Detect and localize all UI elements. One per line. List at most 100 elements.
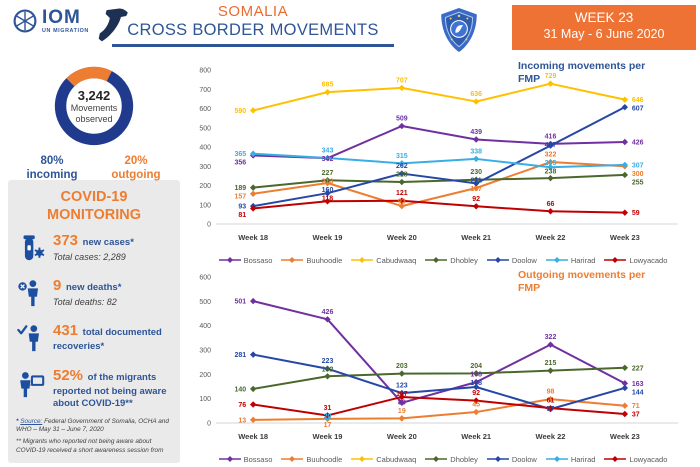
covid-panel-title: COVID-19 MONITORING (16, 188, 172, 224)
legend-marker-icon (218, 257, 241, 263)
svg-text:300: 300 (199, 348, 211, 355)
legend-marker-icon (545, 456, 568, 462)
svg-text:100: 100 (199, 396, 211, 403)
svg-text:426: 426 (632, 139, 644, 146)
svg-text:227: 227 (632, 365, 644, 372)
svg-text:Week 21: Week 21 (461, 233, 491, 242)
svg-text:729: 729 (545, 73, 557, 80)
legend-marker-icon (425, 456, 448, 462)
week-badge: WEEK 23 31 May - 6 June 2020 (512, 5, 696, 50)
svg-text:59: 59 (632, 210, 640, 217)
iom-emblem-icon (12, 8, 38, 39)
awareness-value: 52% (53, 367, 84, 385)
svg-text:322: 322 (545, 152, 557, 159)
svg-text:Week 23: Week 23 (610, 233, 640, 242)
svg-text:Week 19: Week 19 (313, 233, 343, 242)
person-check-icon (16, 322, 46, 359)
svg-text:400: 400 (199, 145, 211, 152)
svg-text:0: 0 (207, 222, 211, 229)
stat-new-cases: 373 new cases* Total cases: 2,289 (16, 232, 172, 269)
outgoing-pct: 20% (124, 155, 148, 167)
legend-label: Harirad (570, 454, 596, 464)
svg-text:262: 262 (396, 163, 408, 170)
outgoing-chart: 0 100 200 300 400 500 600 Week 18 Week 19 Week 20… (186, 267, 700, 466)
svg-text:700: 700 (199, 87, 211, 94)
legend-item-doolow: Doolow (486, 455, 537, 464)
svg-text:123: 123 (396, 383, 408, 390)
legend-marker-icon (281, 456, 304, 462)
svg-text:338: 338 (470, 148, 482, 155)
incoming-chart-legend: Bossaso Buuhoodle Cabudwaaq Dhobley Doolow Ha… (186, 253, 700, 267)
svg-text:187: 187 (470, 186, 482, 193)
svg-text:509: 509 (396, 116, 408, 123)
svg-text:315: 315 (396, 153, 408, 160)
legend-item-buuhoodle: Buuhoodle (281, 256, 342, 265)
legend-marker-icon (486, 257, 509, 263)
legend-item-harirad: Harirad (545, 255, 596, 265)
donut-center-label: 3,242 Movements observed (50, 62, 138, 150)
outgoing-label: outgoing (111, 168, 161, 181)
country-title: SOMALIA (217, 3, 289, 20)
svg-text:223: 223 (322, 358, 334, 365)
person-x-icon (16, 277, 46, 314)
legend-item-buuhoodle: Buuhoodle (281, 455, 342, 464)
svg-text:163: 163 (632, 381, 644, 388)
svg-text:646: 646 (632, 97, 644, 104)
svg-text:71: 71 (632, 403, 640, 410)
svg-text:100: 100 (199, 202, 211, 209)
legend-item-cabudwaaq: Cabudwaaq (351, 455, 416, 464)
legend-item-lowyacado: Lowyacado (604, 455, 667, 464)
legend-marker-icon (545, 257, 568, 263)
svg-text:93: 93 (398, 199, 406, 206)
recoveries-label: total documented recoveries* (53, 327, 162, 352)
footnote-source: * Source: Federal Government of Somalia,… (16, 418, 172, 435)
svg-text:61: 61 (547, 398, 555, 405)
svg-text:200: 200 (199, 183, 211, 190)
svg-text:255: 255 (632, 179, 644, 186)
svg-text:140: 140 (234, 386, 246, 393)
svg-text:213: 213 (322, 178, 334, 185)
donut-outgoing-arc (54, 66, 134, 146)
covid-monitoring-panel: COVID-19 MONITORING (8, 180, 180, 463)
footnote-awareness: ** Migrants who reported not being aware… (16, 438, 164, 454)
movements-donut-chart (54, 66, 134, 146)
sidebar: 3,242 Movements observed 80% incoming 20… (8, 58, 180, 463)
legend-item-bossaso: Bossaso (218, 256, 272, 265)
iom-logo: IOM UN MIGRATION (12, 8, 129, 49)
person-speech-bubble-icon (16, 367, 46, 404)
svg-text:203: 203 (396, 363, 408, 370)
svg-text:685: 685 (322, 82, 334, 89)
outgoing-chart-title: Outgoing movements per FMP (518, 269, 646, 294)
title-underline (112, 44, 394, 47)
legend-label: Bossaso (243, 454, 273, 464)
legend-label: Cabudwaaq (376, 255, 417, 265)
legend-item-dhobley: Dhobley (425, 455, 478, 464)
svg-text:211: 211 (471, 178, 482, 185)
svg-text:400: 400 (199, 323, 211, 330)
header: IOM UN MIGRATION SOMALIA CROSS BORDER MO… (0, 0, 700, 58)
legend-marker-icon (604, 456, 627, 462)
covid-title-line2: MONITORING (47, 207, 141, 224)
legend-label: Lowyacado (629, 454, 668, 464)
svg-text:Week 18: Week 18 (238, 432, 268, 441)
svg-text:300: 300 (199, 164, 211, 171)
svg-text:Week 20: Week 20 (387, 233, 417, 242)
svg-text:636: 636 (470, 91, 482, 98)
legend-marker-icon (486, 456, 509, 462)
movements-label-2: observed (75, 113, 113, 124)
svg-text:93: 93 (238, 204, 246, 211)
svg-text:300: 300 (632, 171, 644, 178)
awareness-label: of the migrants reported not being aware… (53, 372, 167, 409)
outgoing-share: 20% outgoing (94, 155, 178, 183)
legend-label: Harirad (570, 255, 596, 265)
svg-text:19: 19 (398, 408, 406, 415)
legend-item-cabudwaaq: Cabudwaaq (351, 256, 416, 265)
stat-awareness: 52% of the migrants reported not being a… (16, 367, 172, 410)
svg-text:218: 218 (396, 172, 408, 179)
incoming-label: incoming (26, 168, 78, 181)
svg-text:20: 20 (324, 413, 332, 420)
source-link[interactable]: Source: (20, 417, 43, 425)
svg-text:57: 57 (547, 406, 555, 413)
legend-item-harirad: Harirad (545, 454, 596, 464)
svg-text:500: 500 (199, 125, 211, 132)
